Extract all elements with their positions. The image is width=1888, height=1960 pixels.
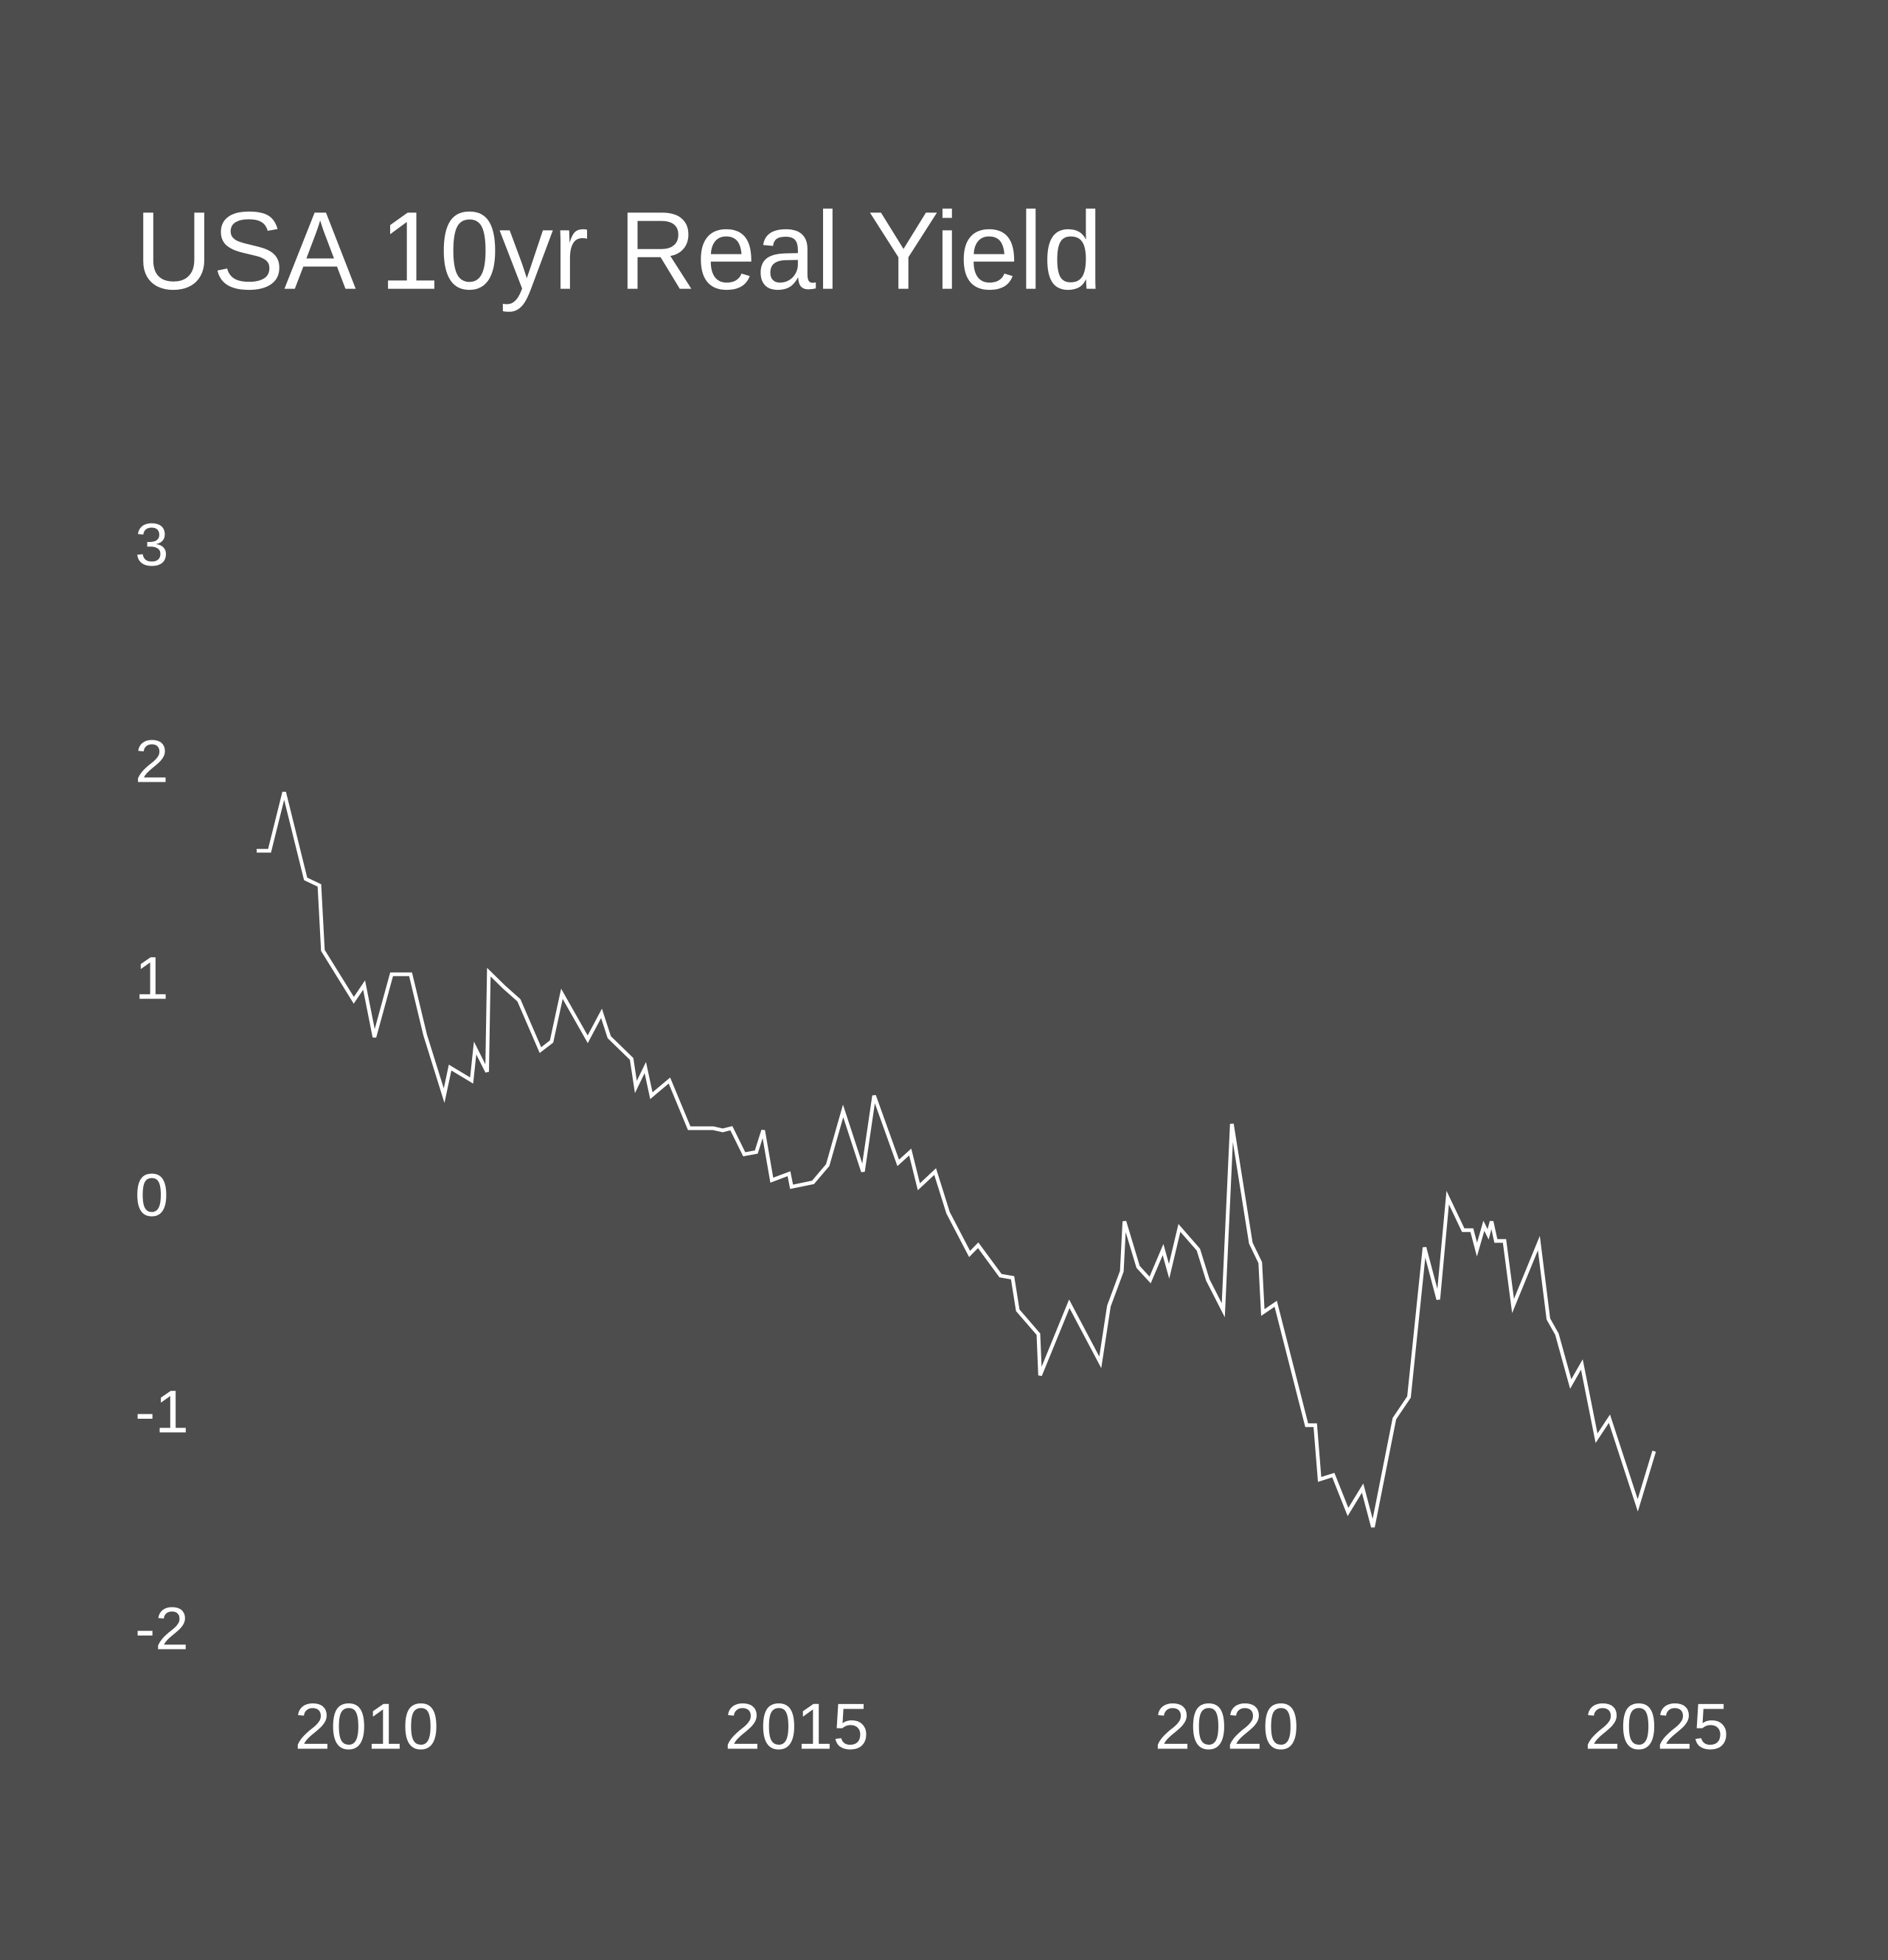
y-tick-label: -1 <box>135 1379 189 1446</box>
x-tick-label: 2020 <box>1154 1689 1299 1762</box>
y-tick-label: 3 <box>135 512 169 579</box>
y-tick-label: 2 <box>135 729 169 796</box>
y-tick-label: 1 <box>135 945 169 1012</box>
chart-title: USA 10yr Real Yield <box>135 189 1103 313</box>
x-tick-label: 2025 <box>1585 1689 1729 1762</box>
y-tick-label: -2 <box>135 1596 189 1663</box>
x-tick-label: 2010 <box>294 1689 439 1762</box>
y-tick-label: 0 <box>135 1162 169 1229</box>
x-tick-label: 2015 <box>724 1689 869 1762</box>
data-line <box>257 791 1656 1528</box>
